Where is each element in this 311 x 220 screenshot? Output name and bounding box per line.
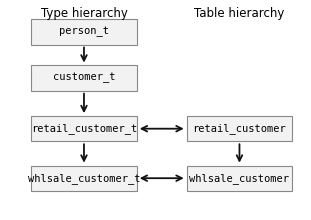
FancyBboxPatch shape xyxy=(187,116,292,141)
Text: customer_t: customer_t xyxy=(53,73,115,83)
Text: Table hierarchy: Table hierarchy xyxy=(194,7,285,20)
FancyBboxPatch shape xyxy=(31,66,137,91)
FancyBboxPatch shape xyxy=(31,116,137,141)
Text: whlsale_customer_t: whlsale_customer_t xyxy=(28,173,140,184)
Text: whlsale_customer: whlsale_customer xyxy=(189,173,290,184)
Text: retail_customer: retail_customer xyxy=(193,123,286,134)
FancyBboxPatch shape xyxy=(31,165,137,191)
Text: retail_customer_t: retail_customer_t xyxy=(31,123,137,134)
FancyBboxPatch shape xyxy=(31,19,137,44)
Text: person_t: person_t xyxy=(59,27,109,37)
Text: Type hierarchy: Type hierarchy xyxy=(40,7,128,20)
FancyBboxPatch shape xyxy=(187,165,292,191)
